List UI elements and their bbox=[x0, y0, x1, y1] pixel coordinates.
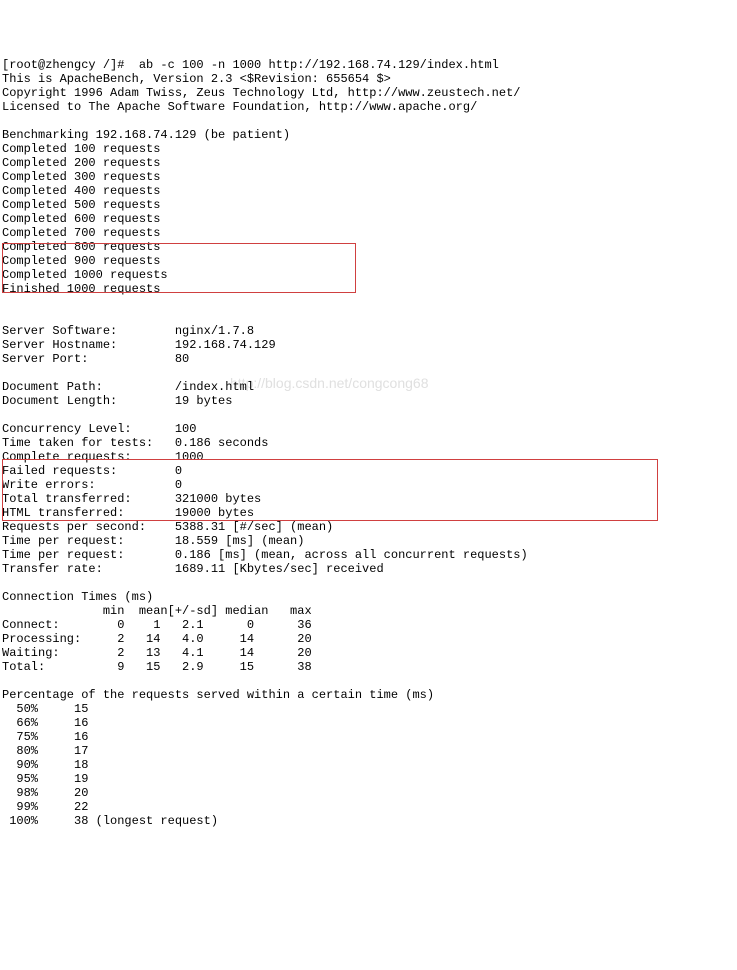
terminal-output: [root@zhengcy /]# ab -c 100 -n 1000 http… bbox=[2, 58, 735, 828]
